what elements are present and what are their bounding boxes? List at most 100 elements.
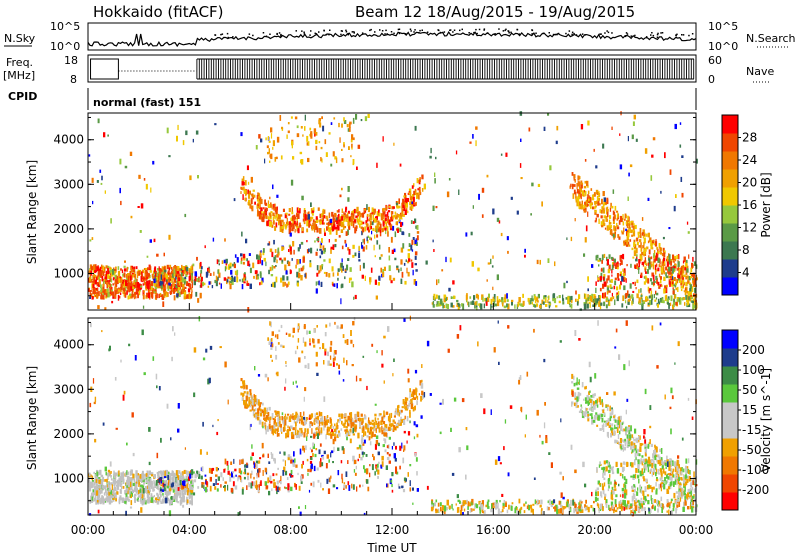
power-mark — [285, 269, 288, 275]
velocity-mark — [625, 430, 627, 436]
power-mark — [262, 213, 265, 217]
power-mark — [370, 226, 372, 230]
power-mark — [245, 189, 248, 195]
power-mark — [288, 221, 291, 227]
power-mark — [605, 215, 608, 222]
power-mark — [305, 272, 307, 279]
velocity-mark — [313, 465, 316, 472]
velocity-mark — [373, 434, 376, 437]
power-mark — [606, 297, 609, 301]
power-mark — [288, 224, 291, 231]
power-mark — [150, 187, 152, 193]
nsearch-point — [461, 28, 463, 31]
velocity-mark — [313, 418, 316, 422]
velocity-mark — [115, 481, 118, 484]
power-mark — [490, 298, 493, 305]
power-mark — [408, 258, 411, 262]
nsearch-point — [548, 32, 550, 34]
power-mark — [677, 254, 680, 260]
power-mark — [505, 152, 508, 157]
power-mark — [411, 185, 414, 189]
power-mark — [606, 208, 608, 213]
power-mark — [146, 280, 149, 286]
power-mark — [608, 219, 611, 223]
power-mark — [270, 133, 273, 139]
power-mark — [296, 271, 299, 278]
power-mark — [162, 281, 165, 287]
power-mark — [352, 210, 354, 215]
velocity-mark — [393, 442, 395, 446]
power-mark — [183, 271, 186, 275]
power-mark — [646, 263, 648, 266]
power-mark — [372, 227, 375, 231]
velocity-mark — [416, 400, 418, 406]
nsearch-point — [353, 32, 355, 34]
power-mark — [109, 293, 111, 297]
cpid-value: normal (fast) 151 — [93, 96, 201, 109]
power-mark — [354, 220, 356, 223]
power-mark — [632, 282, 635, 285]
power-mark — [676, 297, 680, 302]
power-mark — [264, 199, 266, 205]
velocity-mark — [134, 495, 136, 500]
power-mark — [360, 220, 363, 226]
velocity-mark — [103, 499, 106, 503]
power-mark — [225, 263, 228, 266]
velocity-mark — [91, 480, 94, 483]
power-mark — [412, 269, 414, 276]
velocity-mark — [156, 471, 159, 474]
power-mark — [609, 298, 613, 302]
velocity-mark — [335, 425, 338, 430]
power-mark — [285, 221, 288, 224]
velocity-mark — [125, 493, 128, 497]
power-mark — [346, 214, 349, 218]
velocity-mark — [368, 436, 371, 441]
power-mark — [240, 191, 242, 194]
power-mark — [412, 196, 415, 203]
power-mark — [411, 239, 414, 245]
velocity-mark — [407, 405, 409, 410]
velocity-mark — [388, 423, 392, 427]
power-mark — [161, 275, 163, 279]
power-mark — [692, 278, 695, 281]
velocity-mark — [92, 492, 94, 498]
velocity-mark — [174, 493, 177, 497]
power-mark — [176, 293, 179, 298]
power-mark — [236, 276, 239, 283]
power-mark — [287, 221, 289, 226]
velocity-mark — [175, 496, 178, 503]
nsearch-point — [381, 30, 384, 32]
power-mark — [473, 295, 476, 300]
velocity-mark — [292, 413, 294, 417]
power-mark — [208, 281, 211, 285]
velocity-mark — [215, 474, 218, 477]
power-mark — [654, 241, 658, 247]
power-mark — [687, 303, 691, 307]
power-mark — [535, 303, 539, 307]
velocity-mark — [314, 413, 316, 418]
power-mark — [320, 281, 323, 287]
power-mark — [294, 116, 298, 120]
velocity-mark — [253, 409, 255, 412]
velocity-mark — [245, 403, 248, 408]
power-mark — [240, 260, 243, 265]
power-mark — [510, 196, 513, 200]
power-mark — [383, 207, 386, 211]
power-mark — [297, 213, 300, 219]
power-mark — [166, 264, 169, 270]
power-mark — [619, 271, 622, 277]
velocity-mark — [234, 468, 237, 472]
power-mark — [606, 259, 609, 266]
power-mark — [275, 276, 278, 283]
power-mark — [336, 210, 339, 213]
power-mark — [688, 254, 690, 259]
power-mark — [336, 283, 338, 289]
velocity-mark — [644, 443, 647, 448]
power-mark — [403, 205, 406, 211]
power-mark — [246, 258, 248, 262]
power-mark — [494, 303, 497, 306]
power-mark — [341, 269, 343, 273]
power-mark — [567, 299, 570, 305]
velocity-mark — [357, 458, 359, 462]
power-mark — [676, 254, 679, 260]
